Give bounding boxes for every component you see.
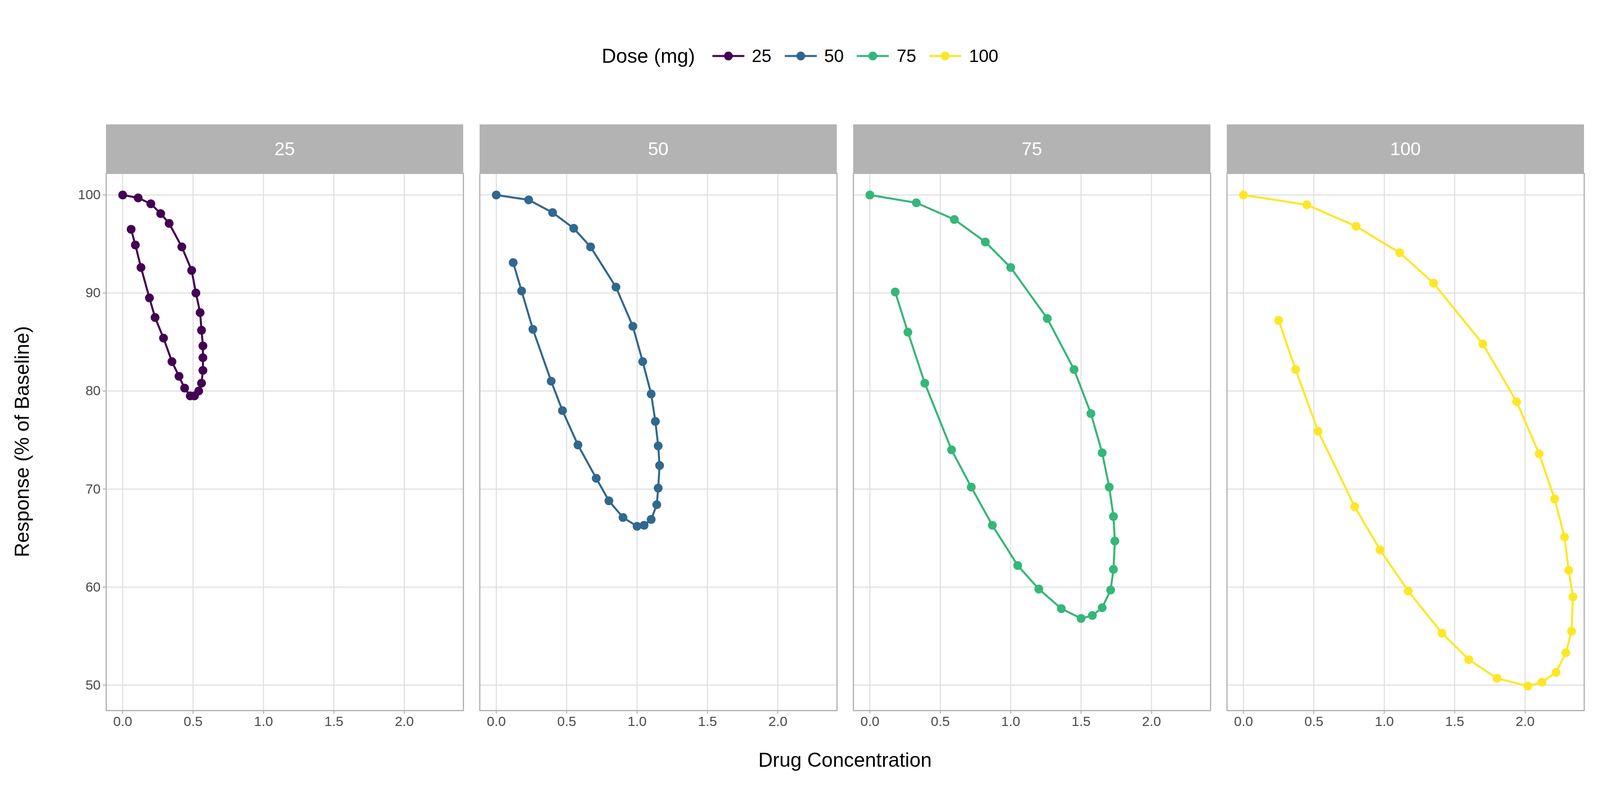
svg-text:1.5: 1.5 bbox=[1071, 713, 1091, 729]
html-text:100: 100 bbox=[968, 46, 999, 66]
svg-text:0.0: 0.0 bbox=[113, 713, 132, 729]
svg-text:2.0: 2.0 bbox=[768, 713, 788, 729]
html-text:50: 50 bbox=[647, 138, 669, 160]
svg-text:1.5: 1.5 bbox=[324, 713, 344, 729]
html-text:Drug Concentration: Drug Concentration bbox=[758, 748, 932, 772]
svg-text:50: 50 bbox=[85, 677, 101, 693]
svg-text:90: 90 bbox=[85, 284, 101, 300]
html-text:25: 25 bbox=[751, 46, 772, 66]
html-text:Dose (mg): Dose (mg) bbox=[601, 44, 695, 68]
html-text:100: 100 bbox=[1390, 138, 1421, 160]
svg-text:70: 70 bbox=[85, 481, 101, 497]
svg-text:1.0: 1.0 bbox=[1001, 713, 1020, 729]
svg-text:0.5: 0.5 bbox=[930, 713, 950, 729]
svg-text:100: 100 bbox=[78, 186, 101, 202]
svg-text:0.5: 0.5 bbox=[183, 713, 203, 729]
html-text:75: 75 bbox=[896, 46, 917, 66]
svg-text:1.0: 1.0 bbox=[627, 713, 647, 729]
svg-text:2.0: 2.0 bbox=[1142, 713, 1161, 729]
svg-text:2.0: 2.0 bbox=[1515, 713, 1535, 729]
svg-text:60: 60 bbox=[85, 579, 101, 595]
svg-text:1.5: 1.5 bbox=[1445, 713, 1464, 729]
html-text:25: 25 bbox=[274, 138, 295, 160]
svg-text:0.0: 0.0 bbox=[1234, 713, 1253, 729]
svg-text:0.5: 0.5 bbox=[1304, 713, 1324, 729]
svg-text:1.0: 1.0 bbox=[254, 713, 273, 729]
svg-text:0.0: 0.0 bbox=[486, 713, 506, 729]
html-text:50: 50 bbox=[824, 46, 844, 66]
svg-text:80: 80 bbox=[85, 382, 101, 398]
svg-text:1.0: 1.0 bbox=[1374, 713, 1394, 729]
svg-text:1.5: 1.5 bbox=[698, 713, 717, 729]
svg-text:0.0: 0.0 bbox=[860, 713, 880, 729]
html-text:Response (% of Baseline): Response (% of Baseline) bbox=[10, 326, 34, 558]
svg-text:2.0: 2.0 bbox=[394, 713, 414, 729]
html-text:75: 75 bbox=[1021, 138, 1043, 160]
svg-text:0.5: 0.5 bbox=[557, 713, 576, 729]
